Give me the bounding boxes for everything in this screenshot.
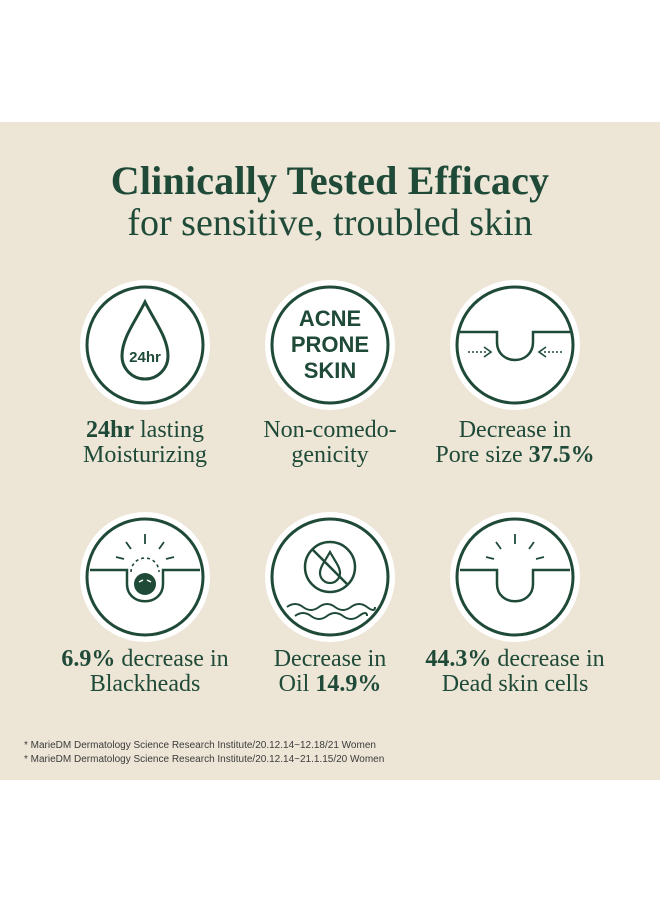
caption-text: lasting	[134, 417, 204, 443]
caption-moisturizing: 24hr lasting Moisturizing	[40, 418, 250, 468]
caption-stat: 24hr	[86, 417, 134, 443]
caption-pore-size: Decrease in Pore size 37.5%	[410, 418, 620, 468]
caption-blackheads: 6.9% decrease in Blackheads	[40, 647, 250, 697]
water-drop-24hr-icon: 24hr	[85, 285, 205, 405]
caption-text: decrease in	[491, 646, 605, 672]
badge-non-comedogenic: ACNE PRONE SKIN	[265, 280, 395, 410]
caption-text: genicity	[291, 442, 369, 468]
caption-text: Blackheads	[89, 671, 201, 697]
page-title: Clinically Tested Efficacy	[110, 158, 550, 203]
caption-text: Dead skin cells	[441, 671, 589, 697]
caption-oil: Decrease in Oil 14.9%	[225, 647, 435, 697]
icon-text-skin: SKIN	[304, 358, 357, 383]
footnote: * MarieDM Dermatology Science Research I…	[24, 740, 376, 751]
caption-text: Moisturizing	[83, 442, 207, 468]
icon-text-acne: ACNE	[299, 306, 361, 331]
acne-prone-skin-icon: ACNE PRONE SKIN	[270, 285, 390, 405]
badge-dead-skin	[450, 512, 580, 642]
badge-pore-size	[450, 280, 580, 410]
badge-oil	[265, 512, 395, 642]
dead-skin-icon	[455, 517, 575, 637]
pore-shrink-icon	[455, 285, 575, 405]
page-subtitle: for sensitive, troubled skin	[127, 202, 533, 244]
caption-text: Oil	[278, 671, 316, 697]
caption-stat: 6.9%	[61, 646, 116, 672]
caption-text: Decrease in	[458, 417, 572, 443]
caption-stat: 44.3%	[425, 646, 492, 672]
caption-non-comedogenic: Non-comedo- genicity	[225, 418, 435, 468]
badge-blackheads	[80, 512, 210, 642]
no-oil-drop-icon	[270, 517, 390, 637]
drop-label: 24hr	[129, 349, 161, 366]
content-panel: Clinically Tested Efficacy for sensitive…	[0, 122, 660, 780]
badge-moisturizing: 24hr	[80, 280, 210, 410]
caption-text: Pore size	[435, 442, 529, 468]
caption-dead-skin: 44.3% decrease in Dead skin cells	[405, 647, 625, 697]
icon-text-prone: PRONE	[291, 332, 369, 357]
caption-text: decrease in	[115, 646, 229, 672]
caption-text: Decrease in	[273, 646, 387, 672]
caption-stat: 37.5%	[528, 442, 595, 468]
blackhead-icon	[85, 517, 205, 637]
footnote: * MarieDM Dermatology Science Research I…	[24, 754, 385, 765]
caption-stat: 14.9%	[315, 671, 382, 697]
caption-text: Non-comedo-	[263, 417, 397, 443]
